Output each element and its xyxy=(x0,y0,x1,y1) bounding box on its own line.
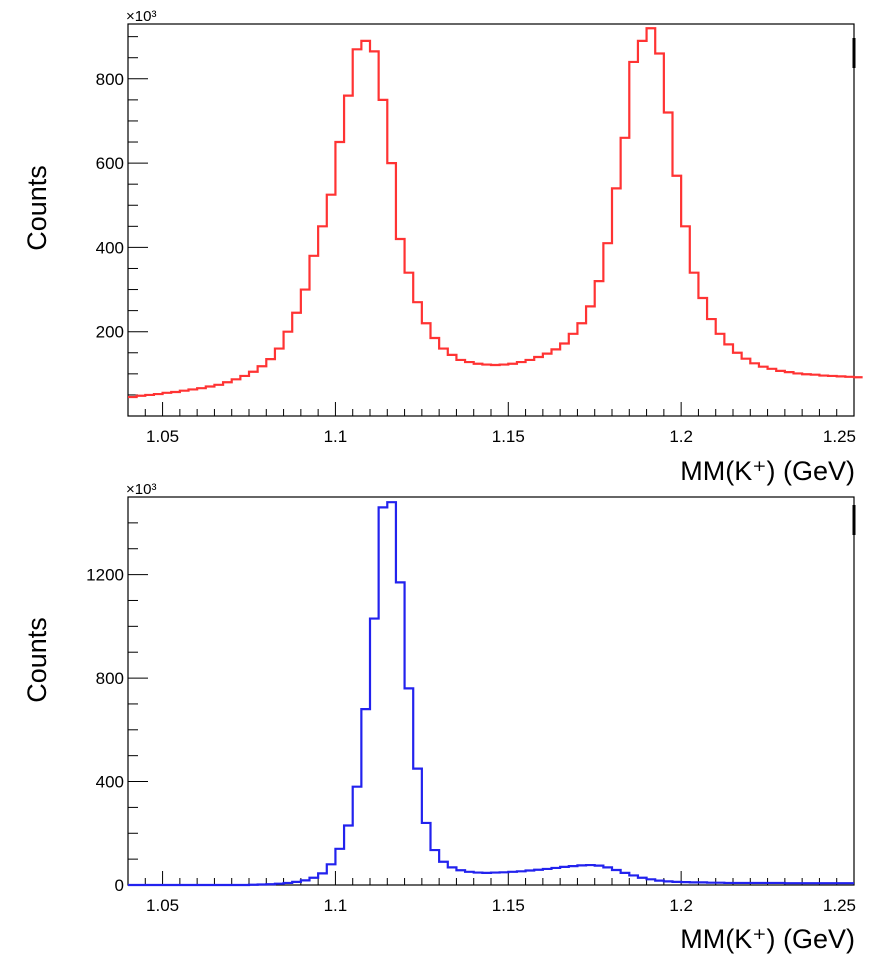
y-tick-label: 600 xyxy=(96,154,124,173)
x-ticks: 1.05 1.1 1.15 1.2 1.25 xyxy=(127,402,856,446)
y-axis-label: Counts xyxy=(22,165,52,251)
y-ticks: 200 400 600 800 xyxy=(96,36,148,417)
x-ticks: 1.05 1.1 1.15 1.2 1.25 xyxy=(127,871,856,915)
y-tick-label: 1200 xyxy=(86,566,124,585)
x-tick-label: 1.1 xyxy=(324,896,348,915)
y-tick-label: 200 xyxy=(96,323,124,342)
x-tick-label: 1.2 xyxy=(669,896,693,915)
top-histogram-panel: 200 400 600 800 1.05 1.1 1.15 1.2 1.25 ×10³ Cou… xyxy=(22,8,863,486)
y-tick-label: 400 xyxy=(96,773,124,792)
y-ticks: 0 400 800 1200 xyxy=(86,496,148,895)
x-tick-label: 1.15 xyxy=(492,427,525,446)
x-tick-label: 1.1 xyxy=(324,427,348,446)
y-axis-label: Counts xyxy=(22,617,52,703)
x-axis-label: MM(K⁺) (GeV) xyxy=(680,456,855,486)
histogram-line xyxy=(128,501,854,887)
x-tick-label: 1.25 xyxy=(823,427,856,446)
exponent-label: ×10³ xyxy=(126,481,156,498)
y-tick-label: 0 xyxy=(115,876,124,895)
x-axis-label: MM(K⁺) (GeV) xyxy=(680,924,855,954)
y-tick-label: 800 xyxy=(96,70,124,89)
plot-frame xyxy=(127,23,855,417)
y-tick-label: 400 xyxy=(96,238,124,257)
x-tick-label: 1.05 xyxy=(146,896,179,915)
x-tick-label: 1.05 xyxy=(146,427,179,446)
exponent-label: ×10³ xyxy=(126,8,156,25)
x-tick-label: 1.2 xyxy=(669,427,693,446)
plot-frame xyxy=(127,496,855,886)
y-tick-label: 800 xyxy=(96,669,124,688)
bottom-histogram-panel: 0 400 800 1200 1.05 1.1 1.15 1.2 1.25 ×10³ Coun… xyxy=(22,481,856,954)
x-tick-label: 1.25 xyxy=(823,896,856,915)
histogram-line xyxy=(128,27,863,399)
x-tick-label: 1.15 xyxy=(492,896,525,915)
